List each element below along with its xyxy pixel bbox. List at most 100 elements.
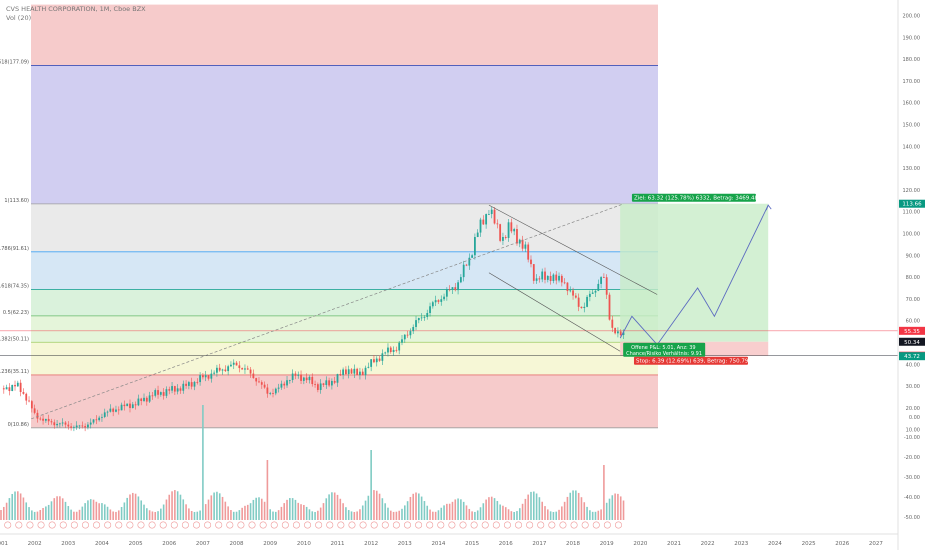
volume-bar: [563, 501, 566, 520]
volume-bar: [162, 504, 165, 520]
candle-body: [19, 382, 22, 392]
candle-body: [510, 222, 513, 232]
volume-bar: [521, 503, 524, 520]
volume-bar: [575, 490, 577, 520]
price-tick-label: 110.00: [903, 210, 921, 216]
volume-bar: [232, 511, 235, 520]
volume-bar: [252, 499, 255, 520]
fib-zone-05: [31, 315, 658, 343]
price-tag-bg: [899, 326, 925, 335]
volume-bar: [611, 495, 614, 520]
volume-bar: [415, 492, 417, 520]
dividend-marker-icon: [537, 521, 545, 529]
candle-body: [2, 388, 5, 390]
fib-label-0_786: 0.786(91.61): [0, 246, 29, 252]
dividend-marker-icon: [270, 521, 278, 529]
candle-body: [429, 306, 431, 314]
candle-body: [25, 393, 28, 401]
volume-bar: [188, 508, 190, 520]
target-label-bg: [631, 193, 756, 202]
candle-body: [345, 369, 347, 375]
candle-body: [431, 302, 434, 307]
dividend-marker-icon: [570, 521, 578, 529]
fib-label-0_618: 0.618(74.35): [0, 283, 29, 289]
dividend-marker-icon: [148, 521, 156, 529]
candle-body: [185, 383, 187, 386]
time-tick-label: 2005: [129, 541, 143, 547]
candle-body: [157, 390, 159, 395]
volume-bar: [134, 493, 137, 520]
volume-bar: [235, 511, 238, 520]
open-pnl-label: Offene P&L: 5.01, Anz: 39: [631, 345, 695, 351]
volume-bar: [552, 511, 555, 520]
candle-body: [451, 287, 454, 290]
volume-bar: [353, 511, 356, 520]
volume-bar: [193, 511, 196, 520]
volume-bar: [361, 505, 364, 520]
volume-bar: [210, 495, 213, 520]
volume-bar: [146, 508, 148, 520]
volume-bar: [434, 511, 437, 520]
price-tick-label: 170.00: [903, 79, 921, 85]
volume-bar: [331, 492, 333, 520]
volume-bar: [300, 504, 302, 520]
dividend-marker-icon: [126, 521, 134, 529]
volume-bar: [572, 490, 574, 520]
candle-body: [145, 397, 148, 402]
candle-body: [605, 277, 608, 295]
candle-body: [406, 334, 409, 336]
fib-label-1_618: 1.618(177.09): [0, 59, 29, 65]
price-tick-label: 150.00: [903, 123, 921, 129]
candle-body: [339, 374, 342, 375]
volume-bar: [336, 494, 339, 520]
candle-body: [87, 424, 89, 428]
volume-bar: [174, 490, 176, 520]
price-tick-label: 70.00: [906, 297, 920, 303]
volume-bar: [350, 511, 353, 520]
candle-body: [269, 393, 272, 394]
volume-bar: [120, 506, 123, 520]
fib-zone-1618: [31, 65, 658, 204]
candle-body: [151, 395, 154, 397]
volume-bar: [95, 501, 98, 520]
volume-bar: [171, 491, 173, 520]
volume-bar: [437, 510, 440, 520]
candle-body: [330, 380, 333, 386]
candle-body: [241, 368, 244, 370]
price-tick-label: 60.00: [906, 319, 920, 325]
candle-body: [210, 373, 213, 379]
volume-bar: [179, 494, 182, 520]
volume-bar: [98, 503, 100, 520]
candle-body: [518, 239, 521, 244]
candle-body: [84, 426, 87, 428]
volume-bar: [412, 493, 415, 520]
candle-body: [499, 224, 502, 241]
candle-body: [608, 294, 611, 320]
volume-bar: [168, 494, 171, 520]
volume-bar: [586, 506, 588, 520]
volume-bar: [5, 502, 8, 520]
candle-body: [92, 419, 95, 423]
dividend-marker-icon: [259, 521, 267, 529]
volume-bar: [14, 491, 16, 520]
volume-bar: [347, 510, 350, 520]
volume-bar: [42, 507, 44, 520]
candle-body: [465, 264, 468, 266]
volume-bar: [594, 511, 597, 520]
candle-body: [602, 277, 605, 278]
candle-body: [516, 229, 518, 244]
volume-bar: [549, 511, 552, 520]
volume-bar: [398, 510, 400, 520]
candle-body: [297, 374, 300, 376]
candle-body: [437, 300, 440, 302]
candle-body: [176, 388, 179, 392]
volume-bar: [249, 503, 252, 520]
volume-bar: [106, 506, 109, 520]
candle-body: [112, 408, 115, 412]
volume-bar: [448, 503, 451, 520]
volume-bar: [617, 493, 619, 520]
dividend-marker-icon: [448, 521, 456, 529]
volume-bar: [112, 511, 114, 520]
